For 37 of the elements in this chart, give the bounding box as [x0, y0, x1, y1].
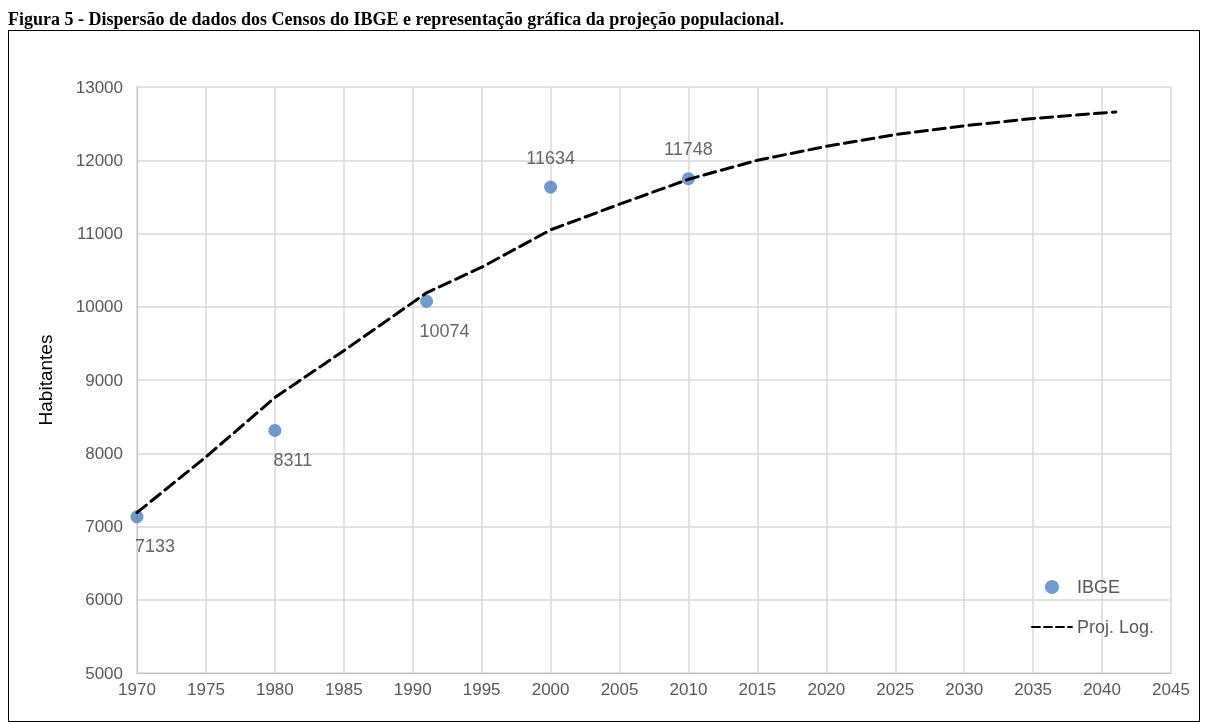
x-tick-label: 2015: [738, 680, 777, 699]
x-tick-label: 1990: [393, 680, 432, 699]
point: [544, 180, 558, 194]
x-tick-label: 2045: [1152, 680, 1190, 699]
x-tick-label: 1980: [255, 680, 294, 699]
y-tick-label: 10000: [75, 297, 123, 317]
data-label: 11748: [664, 139, 713, 160]
x-tick-label: 2010: [669, 680, 708, 699]
y-tick-label: 13000: [75, 77, 123, 97]
x-tick-label: 1970: [118, 680, 156, 699]
chart-title: Figura 5 - Dispersão de dados dos Censos do IBGE e representação gráfica da projeção populacional.: [8, 8, 786, 30]
x-tick-label: 2005: [600, 680, 639, 699]
x-tick-label: 2035: [1014, 680, 1053, 699]
x-tick-label: 1995: [462, 680, 501, 699]
data-label: 10074: [419, 320, 470, 341]
x-tick-label: 2020: [807, 680, 846, 699]
data-label: 11634: [526, 147, 575, 168]
y-tick-label: 9000: [85, 370, 123, 390]
y-tick-label: 7000: [85, 517, 123, 536]
y-tick-label: 5000: [85, 663, 123, 683]
x-tick-label: 2040: [1083, 680, 1121, 699]
data-label: 7133: [134, 536, 176, 557]
point: [268, 423, 282, 437]
y-tick-label: 12000: [75, 150, 123, 170]
data-label: 8311: [273, 449, 313, 470]
x-tick-label: 2000: [531, 680, 570, 699]
y-axis-title: Habitantes: [35, 334, 56, 426]
x-tick-label: 2030: [945, 680, 984, 699]
legend-label: IBGE: [1076, 577, 1120, 597]
x-tick-label: 1985: [324, 680, 363, 699]
x-tick-label: 1975: [187, 680, 225, 699]
point: [420, 294, 434, 308]
x-tick-label: 2025: [876, 680, 915, 699]
legend-label: Proj. Log.: [1076, 617, 1154, 637]
y-tick-label: 6000: [85, 590, 123, 610]
y-tick-label: 11000: [76, 224, 123, 243]
y-tick-label: 8000: [85, 443, 123, 463]
